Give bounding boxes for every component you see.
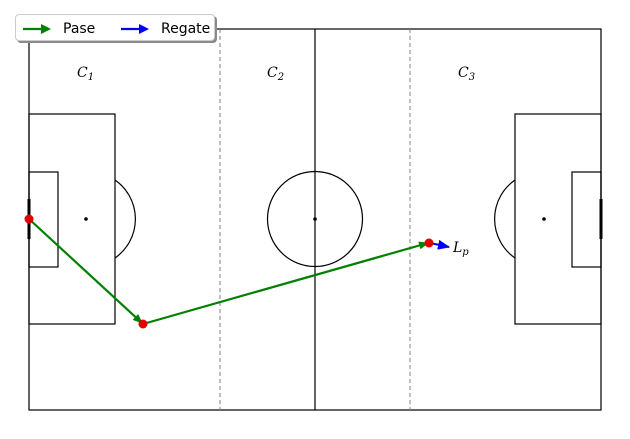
right-penalty-area xyxy=(514,113,602,325)
center-spot xyxy=(313,217,317,221)
right-goal-area xyxy=(571,171,602,268)
legend: Pase Regate xyxy=(15,14,215,41)
left-penalty-area xyxy=(28,113,116,325)
event-point-1 xyxy=(24,214,34,224)
event-point-3 xyxy=(424,238,434,248)
center-circle xyxy=(266,170,364,268)
event-point-2 xyxy=(138,319,148,329)
right-penalty-spot xyxy=(542,217,546,221)
right-penalty-arc xyxy=(494,179,516,259)
zone-label-3: C3 xyxy=(458,65,475,83)
zone-label-2: C2 xyxy=(267,65,284,83)
pass-arrow-2 xyxy=(142,241,429,326)
pass-arrow-1 xyxy=(28,218,143,324)
left-penalty-arc xyxy=(114,179,136,259)
left-penalty-spot xyxy=(84,217,88,221)
legend-label-pass: Pase xyxy=(63,20,96,37)
legend-item-dribble: Regate xyxy=(120,15,210,42)
zone-label-1: C1 xyxy=(77,65,94,83)
legend-label-dribble: Regate xyxy=(161,20,211,37)
pass-legend-icon xyxy=(23,23,51,34)
point-label: Lp xyxy=(452,240,469,258)
dribble-legend-icon xyxy=(121,23,149,34)
legend-item-pass: Pase xyxy=(22,15,95,42)
